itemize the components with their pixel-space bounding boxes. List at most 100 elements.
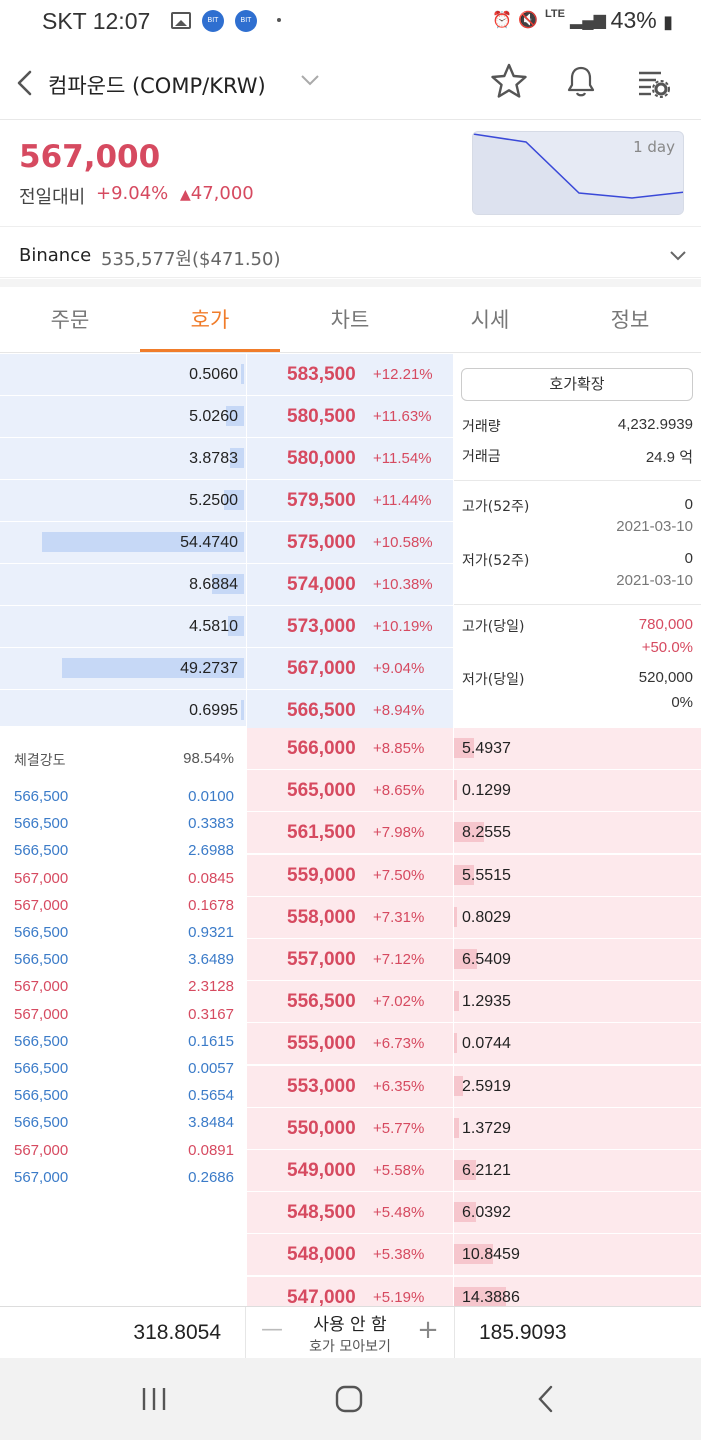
bid-price-cell[interactable]: 557,000 +7.12%: [247, 939, 453, 980]
ask-row[interactable]: 8.6884 574,000 +10.38%: [0, 564, 701, 606]
low-today-label: 저가(당일): [462, 672, 525, 688]
bid-price-cell[interactable]: 558,000 +7.31%: [247, 896, 453, 938]
bid-quantity: 2.5919: [462, 1077, 511, 1095]
bid-quantity: 0.0744: [462, 1035, 511, 1053]
bid-row[interactable]: 548,500 +5.48% 6.0392: [0, 1192, 701, 1234]
bid-row[interactable]: 559,000 +7.50% 5.5515: [0, 854, 701, 897]
chevron-down-icon[interactable]: [667, 244, 689, 266]
ask-price: 580,500: [287, 406, 356, 427]
ask-quantity: 4.5810: [189, 618, 238, 635]
bid-row[interactable]: 558,000 +7.31% 0.8029: [0, 896, 701, 939]
ask-price-cell[interactable]: 580,500 +11.63%: [247, 396, 453, 437]
bell-icon[interactable]: [564, 64, 598, 100]
plus-button[interactable]: +: [417, 1315, 439, 1345]
ask-row[interactable]: 4.5810 573,000 +10.19%: [0, 606, 701, 648]
ask-price-cell[interactable]: 579,500 +11.44%: [247, 480, 453, 521]
ask-row[interactable]: 3.8783 580,000 +11.54%: [0, 438, 701, 480]
ask-row[interactable]: 5.0260 580,500 +11.63%: [0, 396, 701, 438]
bid-depth-bar: [454, 1202, 476, 1223]
bid-depth-bar: [454, 1117, 459, 1138]
ask-row[interactable]: 49.2737 567,000 +9.04%: [0, 648, 701, 690]
bid-price-cell[interactable]: 548,500 +5.48%: [247, 1192, 453, 1234]
trade-row: 566,500 0.5654: [0, 1087, 246, 1114]
back-icon[interactable]: [535, 1384, 557, 1414]
ask-price-cell[interactable]: 574,000 +10.38%: [247, 564, 453, 605]
app-notification-icon: BIT: [202, 10, 224, 32]
bid-price: 549,000: [287, 1160, 356, 1181]
binance-price-bar[interactable]: Binance 535,577원($471.50): [0, 228, 701, 278]
bid-row[interactable]: 561,500 +7.98% 8.2555: [0, 812, 701, 854]
trade-row: 567,000 2.3128: [0, 978, 246, 1005]
bid-row[interactable]: 566,000 +8.85% 5.4937: [0, 728, 701, 770]
bid-row[interactable]: 550,000 +5.77% 1.3729: [0, 1107, 701, 1150]
sparkline-period: 1 day: [633, 138, 675, 156]
aggregate-setting[interactable]: 사용 안 함: [313, 1315, 387, 1335]
minus-button[interactable]: —: [261, 1317, 283, 1342]
bid-row[interactable]: 556,500 +7.02% 1.2935: [0, 981, 701, 1023]
bid-row[interactable]: 557,000 +7.12% 6.5409: [0, 939, 701, 981]
bid-percent: +7.02%: [373, 993, 425, 1011]
ask-row[interactable]: 0.5060 583,500 +12.21%: [0, 354, 701, 396]
orderbook-expand-button[interactable]: 호가확장: [461, 368, 693, 401]
ask-price-cell[interactable]: 566,500 +8.94%: [247, 690, 453, 731]
ask-price-cell[interactable]: 583,500 +12.21%: [247, 354, 453, 395]
tab-info[interactable]: 정보: [610, 308, 650, 332]
bid-quantity-cell: 2.5919: [454, 1065, 701, 1107]
bid-quantity-cell: 14.3886: [454, 1276, 701, 1306]
star-icon[interactable]: [490, 62, 528, 100]
bid-percent: +5.38%: [373, 1246, 425, 1264]
low52-label: 저가(52주): [462, 553, 530, 569]
trade-quantity: 0.5654: [188, 1087, 234, 1105]
bid-price-cell[interactable]: 553,000 +6.35%: [247, 1065, 453, 1107]
tab-chart[interactable]: 차트: [330, 308, 370, 332]
bid-price-cell[interactable]: 561,500 +7.98%: [247, 812, 453, 854]
bid-price-cell[interactable]: 555,000 +6.73%: [247, 1023, 453, 1065]
bid-row[interactable]: 553,000 +6.35% 2.5919: [0, 1065, 701, 1108]
bid-price-cell[interactable]: 547,000 +5.19%: [247, 1276, 453, 1306]
ask-price-cell[interactable]: 580,000 +11.54%: [247, 438, 453, 479]
sparkline-svg: [473, 133, 683, 214]
ask-quantity-cell: 3.8783: [0, 438, 246, 479]
bid-price-cell[interactable]: 550,000 +5.77%: [247, 1107, 453, 1149]
ask-quantity: 5.2500: [189, 492, 238, 509]
bid-quantity: 1.3729: [462, 1119, 511, 1137]
settings-list-icon[interactable]: [636, 66, 670, 100]
bid-price-cell[interactable]: 549,000 +5.58%: [247, 1150, 453, 1191]
ask-price-cell[interactable]: 575,000 +10.58%: [247, 522, 453, 563]
bid-price: 553,000: [287, 1075, 356, 1097]
back-arrow-icon[interactable]: [12, 66, 38, 100]
bid-row[interactable]: 547,000 +5.19% 14.3886: [0, 1276, 701, 1306]
ask-row[interactable]: 5.2500 579,500 +11.44%: [0, 480, 701, 522]
bid-price-cell[interactable]: 566,000 +8.85%: [247, 728, 453, 769]
tab-order[interactable]: 주문: [50, 308, 90, 332]
bid-row[interactable]: 549,000 +5.58% 6.2121: [0, 1150, 701, 1192]
tab-market[interactable]: 시세: [470, 308, 510, 332]
bid-price: 548,500: [287, 1202, 356, 1224]
chevron-down-icon[interactable]: [298, 68, 322, 92]
bid-quantity-cell: 6.2121: [454, 1150, 701, 1191]
high52-date: 2021-03-10: [616, 518, 693, 535]
bid-price-cell[interactable]: 556,500 +7.02%: [247, 981, 453, 1023]
bid-row[interactable]: 565,000 +8.65% 0.1299: [0, 770, 701, 812]
bid-price-cell[interactable]: 548,000 +5.38%: [247, 1234, 453, 1276]
ask-row[interactable]: 0.6995 566,500 +8.94%: [0, 690, 701, 732]
sparkline-chart[interactable]: 1 day: [472, 131, 684, 215]
bid-price-cell[interactable]: 565,000 +8.65%: [247, 770, 453, 812]
sparkline-line: [473, 133, 683, 199]
sparkline-area: [473, 134, 683, 214]
bid-row[interactable]: 555,000 +6.73% 0.0744: [0, 1023, 701, 1065]
bid-row[interactable]: 548,000 +5.38% 10.8459: [0, 1234, 701, 1276]
ask-price: 575,000: [287, 532, 356, 553]
recent-apps-icon[interactable]: [140, 1386, 168, 1412]
coin-title[interactable]: 컴파운드 (COMP/KRW): [48, 74, 266, 98]
ask-price-cell[interactable]: 573,000 +10.19%: [247, 606, 453, 647]
ask-depth-bar: [226, 406, 244, 426]
ask-price-cell[interactable]: 567,000 +9.04%: [247, 648, 453, 689]
ask-row[interactable]: 54.4740 575,000 +10.58%: [0, 522, 701, 564]
home-icon[interactable]: [334, 1384, 364, 1414]
ask-depth-bar: [42, 532, 244, 552]
tab-orderbook[interactable]: 호가: [190, 308, 230, 332]
bid-price-cell[interactable]: 559,000 +7.50%: [247, 854, 453, 896]
high-today-percent: +50.0%: [641, 639, 693, 656]
ask-price: 579,500: [287, 490, 356, 511]
